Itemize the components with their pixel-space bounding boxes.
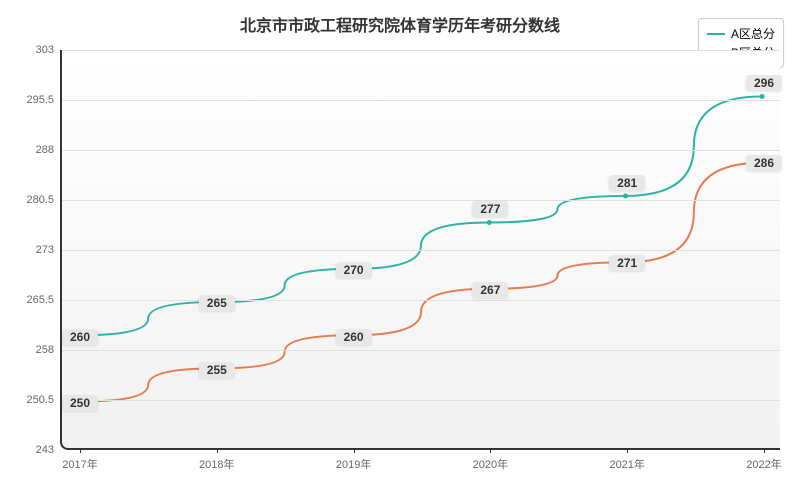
grid-line (62, 50, 780, 51)
x-axis-label: 2021年 (609, 456, 644, 472)
plot-area: 243250.5258265.5273280.5288295.53032017年… (60, 50, 780, 450)
chart-lines-svg (62, 50, 780, 448)
legend-swatch-a (707, 33, 725, 35)
series-point (623, 193, 628, 198)
chart-title: 北京市市政工程研究院体育学历年考研分数线 (0, 12, 800, 36)
data-label: 250 (62, 395, 98, 411)
y-axis-label: 243 (36, 444, 54, 456)
data-label: 270 (336, 262, 372, 278)
x-tick (80, 448, 81, 453)
x-tick (354, 448, 355, 453)
series-line-1 (80, 163, 762, 402)
data-label: 260 (336, 329, 372, 345)
grid-line (62, 250, 780, 251)
data-label: 271 (609, 255, 645, 271)
y-axis-label: 303 (36, 44, 54, 56)
data-label: 265 (199, 295, 235, 311)
data-label: 267 (472, 282, 508, 298)
x-axis-label: 2018年 (199, 456, 234, 472)
data-label: 255 (199, 362, 235, 378)
chart-container: 北京市市政工程研究院体育学历年考研分数线 A区总分 B区总分 243250.52… (0, 0, 800, 500)
y-axis-label: 250.5 (26, 394, 54, 406)
y-axis-label: 288 (36, 144, 54, 156)
x-axis-label: 2019年 (336, 456, 371, 472)
y-axis-label: 273 (36, 244, 54, 256)
data-label: 286 (746, 155, 782, 171)
y-axis-label: 265.5 (26, 294, 54, 306)
grid-line (62, 150, 780, 151)
series-point (487, 220, 492, 225)
grid-line (62, 350, 780, 351)
legend-item-a: A区总分 (707, 25, 775, 42)
data-label: 281 (609, 175, 645, 191)
y-axis-label: 258 (36, 344, 54, 356)
y-axis-label: 295.5 (26, 94, 54, 106)
x-tick (217, 448, 218, 453)
x-tick (490, 448, 491, 453)
y-axis-label: 280.5 (26, 194, 54, 206)
grid-line (62, 300, 780, 301)
x-axis-label: 2020年 (473, 456, 508, 472)
x-tick (627, 448, 628, 453)
series-point (760, 94, 765, 99)
x-axis-label: 2022年 (746, 456, 781, 472)
data-label: 277 (472, 201, 508, 217)
data-label: 260 (62, 329, 98, 345)
x-axis-label: 2017年 (62, 456, 97, 472)
grid-line (62, 400, 780, 401)
data-label: 296 (746, 75, 782, 91)
x-tick (764, 448, 765, 453)
grid-line (62, 100, 780, 101)
grid-line (62, 200, 780, 201)
legend-label-a: A区总分 (731, 25, 775, 42)
